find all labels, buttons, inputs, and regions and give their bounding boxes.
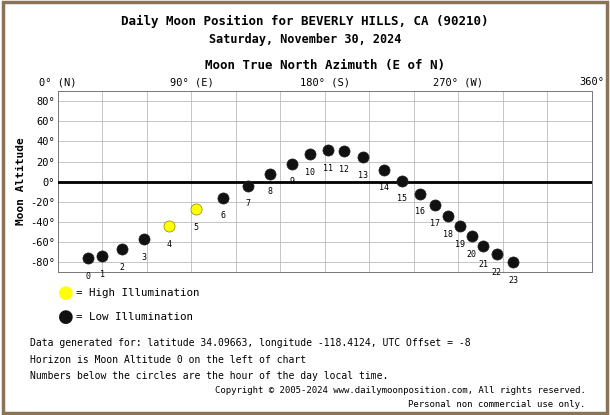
Text: ●: ● xyxy=(58,308,74,327)
Text: Numbers below the circles are the hour of the day local time.: Numbers below the circles are the hour o… xyxy=(30,371,389,381)
Text: ●: ● xyxy=(58,283,74,302)
Text: 16: 16 xyxy=(415,208,425,217)
Y-axis label: Moon Altitude: Moon Altitude xyxy=(16,138,26,225)
Text: Saturday, November 30, 2024: Saturday, November 30, 2024 xyxy=(209,33,401,46)
Text: 14: 14 xyxy=(379,183,389,193)
Text: = Low Illumination: = Low Illumination xyxy=(76,312,193,322)
Text: 19: 19 xyxy=(454,239,465,249)
Text: Personal non commercial use only.: Personal non commercial use only. xyxy=(408,400,586,409)
Text: 21: 21 xyxy=(478,260,489,269)
Text: 2: 2 xyxy=(119,263,124,272)
Text: Data generated for: latitude 34.09663, longitude -118.4124, UTC Offset = -8: Data generated for: latitude 34.09663, l… xyxy=(30,338,471,348)
Text: 23: 23 xyxy=(508,276,518,285)
Text: 10: 10 xyxy=(305,168,315,177)
Text: 22: 22 xyxy=(492,268,502,277)
Text: 3: 3 xyxy=(142,253,146,261)
Text: 18: 18 xyxy=(443,229,453,239)
Text: 8: 8 xyxy=(267,188,273,196)
Text: 0: 0 xyxy=(85,272,90,281)
Text: 17: 17 xyxy=(429,219,440,227)
Text: 11: 11 xyxy=(323,164,333,173)
X-axis label: Moon True North Azimuth (E of N): Moon True North Azimuth (E of N) xyxy=(205,59,445,72)
Text: 5: 5 xyxy=(193,222,198,232)
Text: 6: 6 xyxy=(220,212,225,220)
Text: Copyright © 2005-2024 www.dailymoonposition.com, All rights reserved.: Copyright © 2005-2024 www.dailymoonposit… xyxy=(215,386,586,395)
Text: = High Illumination: = High Illumination xyxy=(76,288,199,298)
Text: 4: 4 xyxy=(167,239,171,249)
Text: 15: 15 xyxy=(397,195,407,203)
Text: 7: 7 xyxy=(245,200,250,208)
Text: 12: 12 xyxy=(339,165,349,174)
Text: 20: 20 xyxy=(467,249,476,259)
Text: 9: 9 xyxy=(290,177,295,186)
Text: Horizon is Moon Altitude 0 on the left of chart: Horizon is Moon Altitude 0 on the left o… xyxy=(30,355,307,365)
Text: 1: 1 xyxy=(100,270,105,278)
Text: 13: 13 xyxy=(358,171,368,181)
Text: Daily Moon Position for BEVERLY HILLS, CA (90210): Daily Moon Position for BEVERLY HILLS, C… xyxy=(121,15,489,28)
